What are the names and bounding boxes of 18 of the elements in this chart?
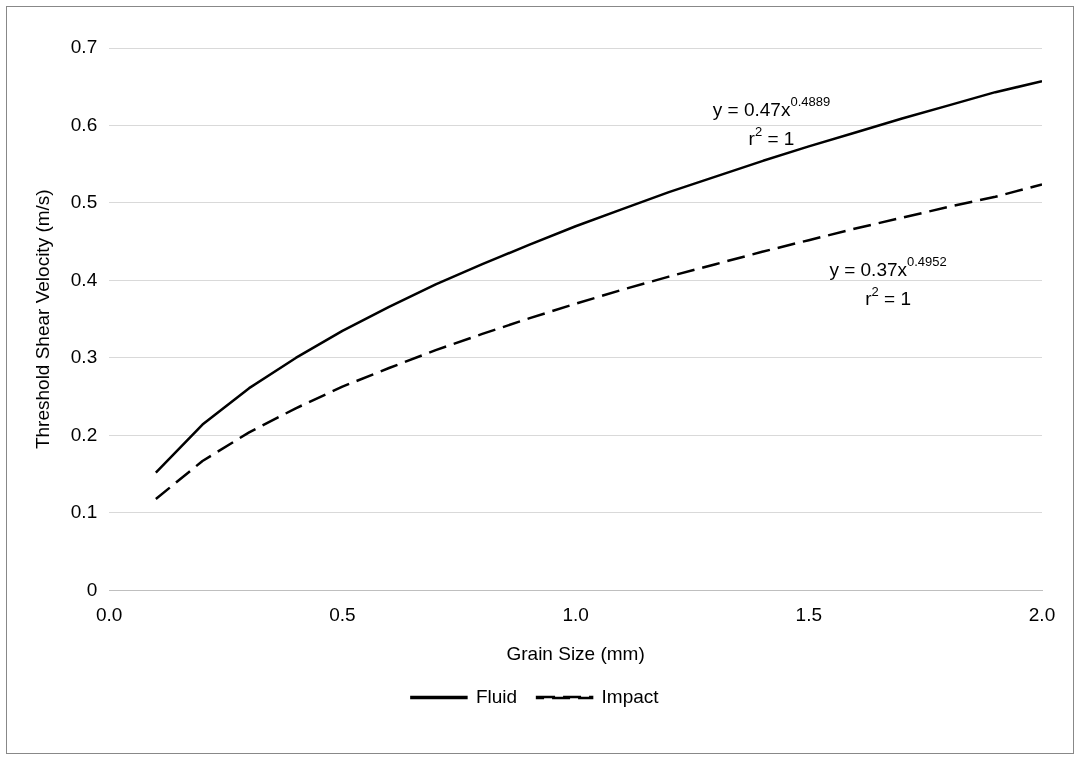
x-tick-label: 0.0: [96, 604, 123, 626]
legend-label: Impact: [601, 685, 660, 707]
y-tick-label: 0.2: [70, 423, 98, 445]
y-tick-label: 0.7: [70, 36, 98, 58]
y-axis-title: Threshold Shear Velocity (m/s): [31, 189, 53, 450]
x-axis-title: Grain Size (mm): [506, 642, 645, 664]
x-tick-label: 1.5: [795, 604, 823, 626]
y-tick-label: 0.6: [70, 113, 98, 135]
y-tick-label: 0.3: [70, 346, 98, 368]
y-tick-label: 0.1: [70, 501, 98, 523]
y-tick-label: 0: [86, 578, 98, 600]
y-tick-label: 0.4: [70, 268, 98, 290]
y-tick-label: 0.5: [70, 191, 98, 213]
line-series: [154, 183, 1042, 501]
x-tick-label: 0.5: [329, 604, 356, 626]
x-tick-label: 2.0: [1028, 604, 1056, 626]
legend-label: Fluid: [475, 685, 518, 707]
x-tick-label: 1.0: [562, 604, 589, 626]
